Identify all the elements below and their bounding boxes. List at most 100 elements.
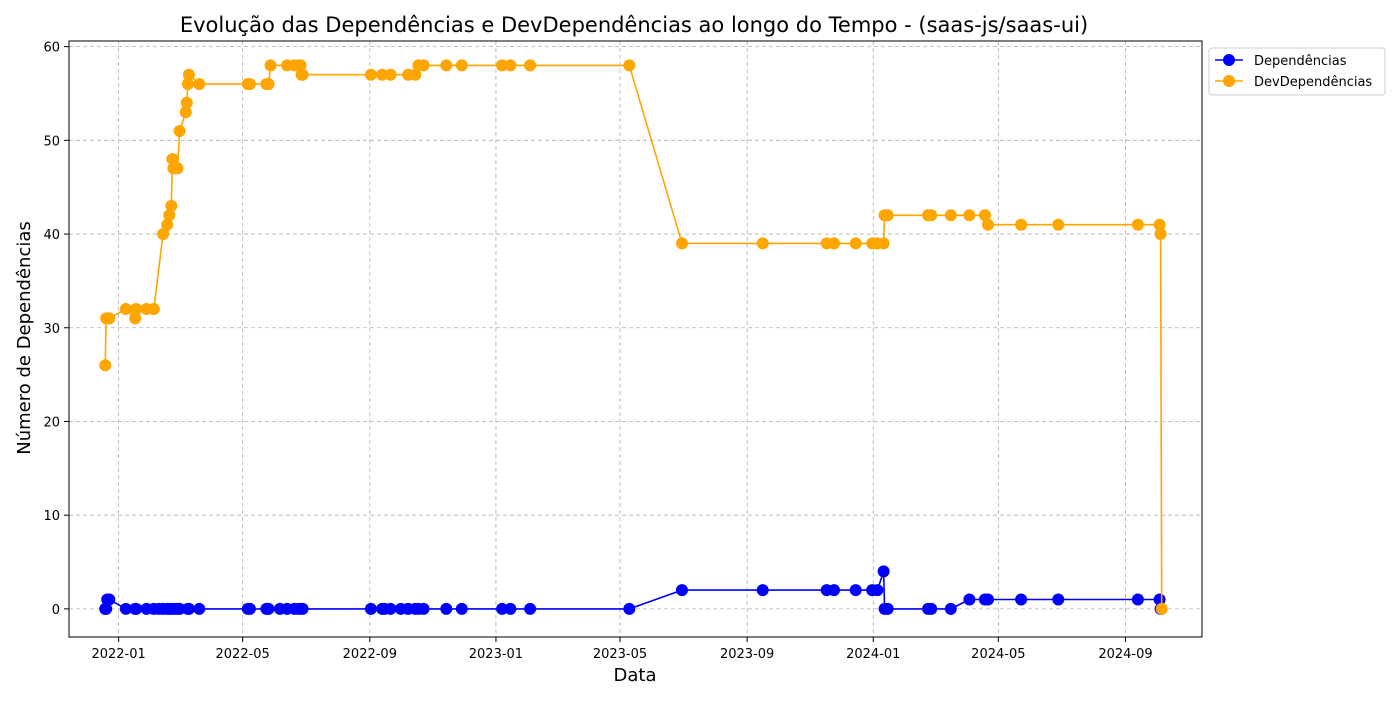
data-point-devdependencias xyxy=(504,59,517,72)
x-tick-label: 2024-05 xyxy=(971,647,1025,662)
data-point-devdependencias xyxy=(944,209,957,222)
data-point-devdependencias xyxy=(180,96,193,109)
data-point-dependencias xyxy=(364,602,377,615)
data-point-dependencias xyxy=(871,584,884,597)
x-tick-label: 2022-05 xyxy=(216,647,270,662)
data-point-dependencias xyxy=(877,565,890,578)
data-point-dependencias xyxy=(100,602,113,615)
x-tick-label: 2024-01 xyxy=(846,647,900,662)
data-point-devdependencias xyxy=(1131,218,1144,231)
data-point-devdependencias xyxy=(193,78,206,91)
data-point-devdependencias xyxy=(849,237,862,250)
data-point-devdependencias xyxy=(166,153,179,166)
data-point-devdependencias xyxy=(1015,218,1028,231)
x-axis-ticks: 2022-01 2022-05 2022-09 2023-01 2023-05 2023-… xyxy=(91,637,1153,662)
y-tick-label: 40 xyxy=(43,228,60,243)
data-point-dependencias xyxy=(173,602,186,615)
data-point-devdependencias xyxy=(496,59,509,72)
data-point-devdependencias xyxy=(264,59,277,72)
data-point-devdependencias xyxy=(1155,602,1168,615)
data-point-devdependencias xyxy=(173,125,186,137)
data-point-dependencias xyxy=(963,593,976,606)
data-point-dependencias xyxy=(496,602,509,615)
plot-area-frame xyxy=(68,40,1203,638)
data-point-dependencias xyxy=(1153,593,1166,606)
data-point-devdependencias xyxy=(455,59,468,72)
data-point-dependencias xyxy=(296,602,309,615)
data-point-devdependencias xyxy=(1153,218,1166,231)
data-point-devdependencias xyxy=(756,237,769,250)
y-tick-label: 30 xyxy=(43,322,60,337)
y-tick-label: 50 xyxy=(43,134,60,149)
data-point-devdependencias xyxy=(165,199,178,212)
data-point-devdependencias xyxy=(963,209,976,222)
data-point-devdependencias xyxy=(182,68,195,81)
data-point-devdependencias xyxy=(1052,218,1065,231)
data-point-devdependencias xyxy=(676,237,688,250)
data-point-devdependencias xyxy=(524,59,537,72)
data-point-dependencias xyxy=(455,602,468,615)
data-point-dependencias xyxy=(944,602,957,615)
data-point-dependencias xyxy=(828,584,840,597)
data-point-dependencias xyxy=(1131,593,1144,606)
data-point-devdependencias xyxy=(179,106,192,119)
data-point-dependencias xyxy=(193,602,206,615)
data-point-devdependencias xyxy=(925,209,938,222)
data-point-devdependencias xyxy=(296,68,309,81)
data-point-dependencias xyxy=(982,593,994,606)
data-point-devdependencias xyxy=(103,312,116,325)
data-point-devdependencias xyxy=(119,303,132,315)
x-tick-label: 2023-09 xyxy=(720,647,774,662)
y-axis-label: Número de Dependências xyxy=(14,221,35,455)
data-point-devdependencias xyxy=(376,68,389,81)
data-point-dependencias xyxy=(119,602,132,615)
data-point-devdependencias xyxy=(364,68,377,81)
data-point-dependencias xyxy=(1015,593,1028,606)
legend: Dependências DevDependências xyxy=(1208,47,1386,96)
x-tick-label: 2022-09 xyxy=(343,647,397,662)
data-point-dependencias xyxy=(417,602,430,615)
data-point-devdependencias xyxy=(294,59,307,72)
data-point-dependencias xyxy=(130,602,143,615)
chart-title: Evolução das Dependências e DevDependênc… xyxy=(180,13,1088,37)
data-point-dependencias xyxy=(849,584,862,597)
data-point-devdependencias xyxy=(163,209,176,222)
data-point-devdependencias xyxy=(129,312,142,325)
y-tick-label: 60 xyxy=(43,41,60,56)
grid xyxy=(69,41,1202,637)
data-point-devdependencias xyxy=(130,303,143,315)
data-point-dependencias xyxy=(1052,593,1065,606)
data-point-dependencias xyxy=(676,584,688,597)
series-layer xyxy=(99,59,1168,615)
y-tick-label: 20 xyxy=(43,415,60,430)
data-point-devdependencias xyxy=(440,59,453,72)
data-point-devdependencias xyxy=(147,303,160,315)
data-point-devdependencias xyxy=(1154,228,1167,240)
data-point-dependencias xyxy=(524,602,537,615)
data-point-devdependencias xyxy=(417,59,430,72)
x-tick-label: 2023-05 xyxy=(593,647,647,662)
data-point-dependencias xyxy=(504,602,517,615)
data-point-devdependencias xyxy=(881,209,894,222)
data-point-dependencias xyxy=(384,602,397,615)
series-devdependencias xyxy=(99,59,1168,615)
data-point-dependencias xyxy=(623,602,636,615)
x-axis-label: Data xyxy=(614,665,657,686)
data-point-devdependencias xyxy=(171,162,184,175)
data-point-devdependencias xyxy=(262,78,275,91)
x-tick-label: 2023-01 xyxy=(469,647,523,662)
data-point-devdependencias xyxy=(623,59,636,72)
data-point-dependencias xyxy=(756,584,769,597)
data-point-devdependencias xyxy=(978,209,991,222)
series-dependencias xyxy=(99,565,1167,615)
data-point-devdependencias xyxy=(157,228,170,240)
legend-entries: Dependências DevDependências xyxy=(1215,54,1372,90)
data-point-devdependencias xyxy=(982,218,994,231)
data-point-dependencias xyxy=(925,602,938,615)
data-point-devdependencias xyxy=(161,218,174,231)
data-point-devdependencias xyxy=(181,78,194,91)
data-point-dependencias xyxy=(182,602,195,615)
